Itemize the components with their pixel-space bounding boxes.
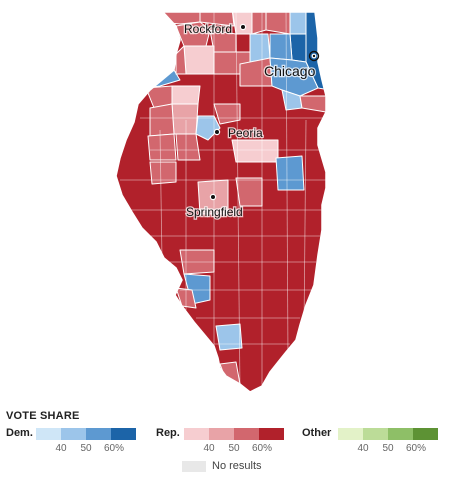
county-shape <box>171 103 199 135</box>
rep-swatch-1 <box>184 428 209 440</box>
dem-tick-40: 40 <box>55 443 67 454</box>
rep-swatch-2 <box>209 428 234 440</box>
other-tick-40: 40 <box>357 443 369 454</box>
city-label-peoria: Peoria <box>228 126 263 140</box>
county-map-svg: Rockford Chicago Peoria Springfield <box>115 11 327 393</box>
county-boundary <box>303 119 307 331</box>
county-shape <box>175 45 187 75</box>
other-swatch-2 <box>363 428 388 440</box>
dem-swatch-1 <box>36 428 61 440</box>
rep-tick-50: 50 <box>228 443 240 454</box>
legend-title: VOTE SHARE <box>6 410 80 422</box>
county-shape <box>149 103 175 137</box>
other-swatch-4 <box>413 428 438 440</box>
rep-swatch-4 <box>259 428 284 440</box>
county-shape <box>289 33 307 63</box>
no-results-swatch <box>182 461 206 472</box>
county-shape <box>171 85 201 105</box>
dem-swatch-4 <box>111 428 136 440</box>
rockford-marker <box>239 23 247 31</box>
county-boundary <box>285 12 289 361</box>
dem-tick-60: 60% <box>103 443 125 454</box>
city-label-chicago: Chicago <box>264 63 316 79</box>
county-shape <box>275 155 305 191</box>
other-swatch-1 <box>338 428 363 440</box>
other-tick-50: 50 <box>382 443 394 454</box>
legend-other: Other 40 50 60% <box>302 427 448 457</box>
dem-swatch-2 <box>61 428 86 440</box>
no-results-label: No results <box>212 460 262 472</box>
other-tick-60: 60% <box>405 443 427 454</box>
chicago-marker <box>308 50 320 62</box>
legend-other-label: Other <box>302 427 332 439</box>
county-shape <box>215 323 243 351</box>
county-shape <box>149 161 177 185</box>
peoria-marker <box>213 128 221 136</box>
county-shape <box>231 139 279 163</box>
dem-swatch-3 <box>86 428 111 440</box>
legend-other-swatches <box>338 428 438 440</box>
county-shape <box>235 177 263 207</box>
county-shape <box>175 133 201 161</box>
other-swatch-3 <box>388 428 413 440</box>
legend-dem-swatches <box>36 428 136 440</box>
county-shape <box>147 133 177 161</box>
county-shape <box>183 45 215 75</box>
county-boundary <box>235 12 241 391</box>
legend-dem: Dem. 40 50 60% <box>6 427 146 457</box>
rep-tick-40: 40 <box>203 443 215 454</box>
county-shape <box>213 103 241 125</box>
county-boundary <box>159 129 163 261</box>
county-shape <box>269 57 319 97</box>
springfield-marker <box>209 193 217 201</box>
city-label-rockford: Rockford <box>184 22 232 36</box>
dem-tick-50: 50 <box>80 443 92 454</box>
legend-rep: Rep. 40 50 60% <box>156 427 296 457</box>
county-shape <box>175 21 211 47</box>
chicago-marker-center <box>311 53 317 59</box>
county-shape <box>299 95 326 113</box>
illinois-county-map: Rockford Chicago Peoria Springfield <box>115 11 327 393</box>
rep-tick-60: 60% <box>251 443 273 454</box>
legend-rep-label: Rep. <box>156 427 180 439</box>
legend-rep-swatches <box>184 428 284 440</box>
rep-swatch-3 <box>234 428 259 440</box>
vote-share-legend: VOTE SHARE Dem. 40 50 60% Rep. 40 50 60% <box>0 405 452 481</box>
county-shape <box>269 33 293 61</box>
city-label-springfield: Springfield <box>186 205 243 219</box>
legend-dem-label: Dem. <box>6 427 33 439</box>
